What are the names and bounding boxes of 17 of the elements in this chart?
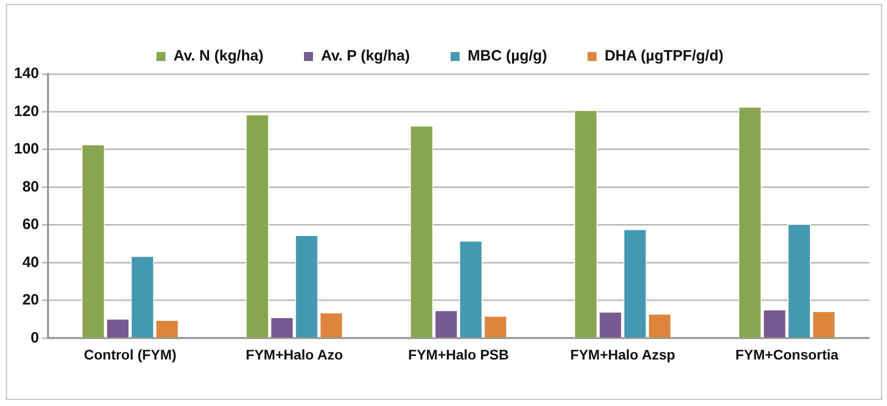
y-tick-label: 40 — [22, 254, 40, 271]
x-tick-label: Control (FYM) — [84, 346, 176, 362]
legend-label: DHA (µgTPF/g/d) — [604, 48, 724, 65]
x-tick-label: FYM+Halo Azo — [246, 346, 343, 362]
legend-label: Av. N (kg/ha) — [173, 48, 264, 65]
y-tick-label: 100 — [14, 140, 40, 158]
x-tick-label: FYM+Halo PSB — [408, 346, 509, 362]
y-tick-label: 0 — [30, 329, 40, 346]
x-tick-label: FYM+Halo Azsp — [570, 346, 676, 362]
y-tick-label: 120 — [14, 102, 40, 120]
y-tick-label: 20 — [22, 292, 40, 309]
legend-label: MBC (µg/g) — [468, 48, 548, 65]
x-tick-label: FYM+Consortia — [735, 346, 839, 362]
y-tick-label: 140 — [14, 65, 40, 82]
y-tick-label: 80 — [22, 178, 40, 196]
legend-label: Av. P (kg/ha) — [320, 48, 410, 65]
y-tick-label: 60 — [22, 216, 40, 234]
